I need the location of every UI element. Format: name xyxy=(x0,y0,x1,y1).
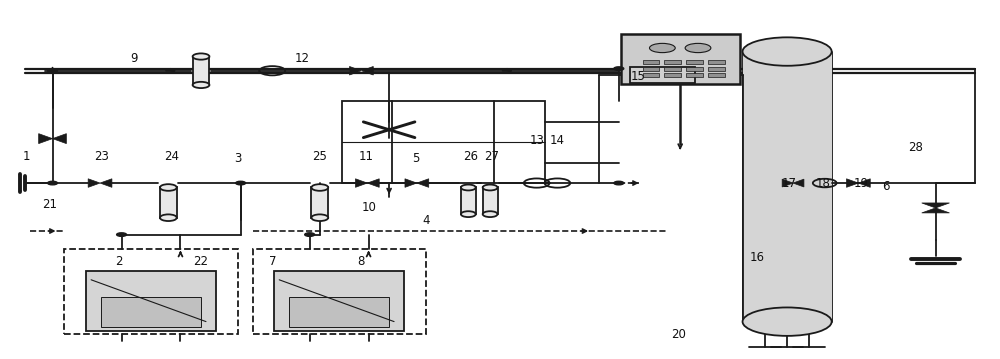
Bar xyxy=(643,73,659,77)
Polygon shape xyxy=(100,179,112,187)
Bar xyxy=(289,297,389,327)
Text: 26: 26 xyxy=(463,150,478,163)
Polygon shape xyxy=(922,208,949,213)
Bar xyxy=(461,187,476,214)
Bar xyxy=(160,187,177,218)
Text: 4: 4 xyxy=(422,214,430,227)
Bar xyxy=(621,34,740,84)
Text: 6: 6 xyxy=(882,180,890,193)
Text: 13: 13 xyxy=(529,134,544,147)
Bar xyxy=(664,67,681,71)
Text: 12: 12 xyxy=(294,52,310,65)
Circle shape xyxy=(236,181,246,185)
Circle shape xyxy=(117,233,127,236)
Bar xyxy=(686,73,703,77)
Bar xyxy=(708,67,725,71)
Bar xyxy=(664,73,681,77)
Text: 20: 20 xyxy=(671,328,686,341)
Text: 23: 23 xyxy=(95,150,109,163)
Polygon shape xyxy=(782,179,793,187)
Bar xyxy=(708,73,725,77)
Bar xyxy=(483,187,498,214)
Text: 16: 16 xyxy=(750,251,765,264)
Bar xyxy=(101,297,201,327)
Text: 2: 2 xyxy=(115,255,123,268)
Polygon shape xyxy=(417,179,429,187)
Polygon shape xyxy=(793,179,804,187)
Bar xyxy=(86,271,216,331)
Bar xyxy=(193,56,209,85)
Text: 22: 22 xyxy=(194,255,209,268)
Ellipse shape xyxy=(160,184,177,191)
Polygon shape xyxy=(53,134,66,144)
Ellipse shape xyxy=(743,37,832,66)
Text: 27: 27 xyxy=(485,150,500,163)
Text: 28: 28 xyxy=(908,141,923,154)
Bar xyxy=(708,60,725,64)
Text: 15: 15 xyxy=(631,70,646,83)
Text: 14: 14 xyxy=(550,134,565,147)
Text: 1: 1 xyxy=(23,150,31,163)
Ellipse shape xyxy=(483,211,498,217)
Bar xyxy=(743,52,832,322)
Circle shape xyxy=(48,181,57,185)
Polygon shape xyxy=(858,179,870,187)
Text: 25: 25 xyxy=(312,150,327,163)
Ellipse shape xyxy=(461,211,476,217)
Polygon shape xyxy=(367,179,379,187)
Polygon shape xyxy=(846,179,858,187)
Text: 11: 11 xyxy=(359,150,374,163)
Polygon shape xyxy=(88,179,100,187)
Ellipse shape xyxy=(743,307,832,336)
Text: 5: 5 xyxy=(412,151,420,165)
Text: 3: 3 xyxy=(234,151,241,165)
Bar xyxy=(664,60,681,64)
Text: 19: 19 xyxy=(854,177,869,190)
Circle shape xyxy=(685,43,711,53)
Bar xyxy=(252,249,426,334)
Ellipse shape xyxy=(311,184,328,191)
Bar xyxy=(64,249,238,334)
Polygon shape xyxy=(405,179,417,187)
Bar xyxy=(686,60,703,64)
Bar xyxy=(643,60,659,64)
Bar xyxy=(342,101,545,183)
Ellipse shape xyxy=(311,214,328,221)
Ellipse shape xyxy=(193,53,209,60)
Circle shape xyxy=(614,67,624,70)
Polygon shape xyxy=(355,179,367,187)
Text: 17: 17 xyxy=(782,177,797,190)
Circle shape xyxy=(48,69,57,73)
Bar xyxy=(630,67,695,83)
Text: 7: 7 xyxy=(269,255,276,268)
Bar xyxy=(274,271,404,331)
Bar xyxy=(686,67,703,71)
Polygon shape xyxy=(350,66,361,75)
Text: 18: 18 xyxy=(815,177,830,190)
Circle shape xyxy=(649,43,675,53)
Text: 8: 8 xyxy=(358,255,365,268)
Bar xyxy=(643,67,659,71)
Circle shape xyxy=(305,233,315,236)
Ellipse shape xyxy=(461,185,476,190)
Circle shape xyxy=(614,181,624,185)
Polygon shape xyxy=(361,66,373,75)
Text: 21: 21 xyxy=(42,198,57,211)
Polygon shape xyxy=(39,134,53,144)
Text: 10: 10 xyxy=(362,201,377,214)
Ellipse shape xyxy=(160,214,177,221)
Polygon shape xyxy=(922,203,949,208)
Bar xyxy=(311,187,328,218)
Ellipse shape xyxy=(193,82,209,88)
Text: 24: 24 xyxy=(164,150,179,163)
Ellipse shape xyxy=(483,185,498,190)
Text: 9: 9 xyxy=(130,52,137,65)
